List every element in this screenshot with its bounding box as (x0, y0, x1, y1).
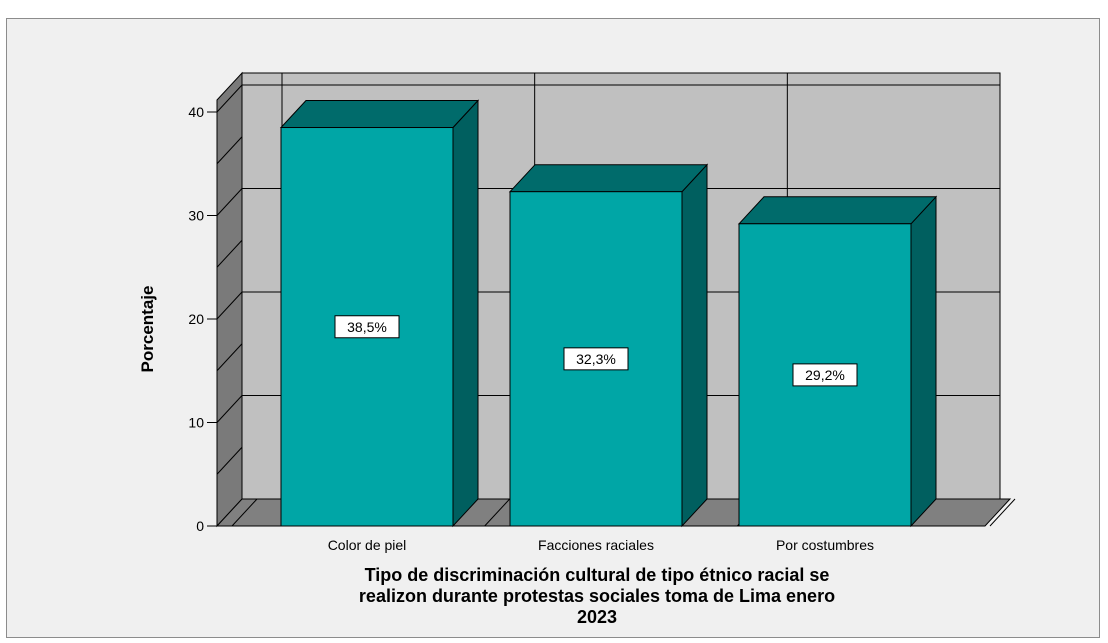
category-label: Color de piel (328, 537, 407, 553)
floor-separator (231, 498, 258, 527)
side-ridge (216, 446, 243, 475)
bar-side (681, 163, 708, 528)
floor-separator (989, 498, 1016, 527)
data-label-box (792, 363, 858, 387)
y-tick-label: 40 (188, 104, 204, 120)
category-label: Por costumbres (776, 537, 874, 553)
side-ridge (216, 239, 243, 268)
y-tick-label: 30 (188, 208, 204, 224)
chart-frame: 0 10 20 30 40 38,5% Color de piel 32,3% Faccion… (6, 18, 1100, 638)
bars (279, 99, 938, 528)
bar-top (508, 164, 709, 193)
labels: 38,5% Color de piel 32,3% Facciones raciale… (328, 315, 874, 553)
gridline-side (216, 188, 243, 216)
category-label: Facciones raciales (538, 537, 654, 553)
floor-separator (484, 498, 511, 527)
side-ridge (216, 343, 243, 372)
gridline-side (216, 395, 243, 423)
bar-side (910, 195, 937, 528)
bar-side (452, 99, 479, 528)
side-ridge (216, 136, 243, 165)
data-label-box (334, 315, 400, 339)
y-tick-label: 10 (188, 415, 204, 431)
x-axis-label-line-3: 2023 (577, 607, 617, 627)
gridline-side (216, 291, 243, 320)
bar-top (737, 196, 938, 225)
bar (737, 195, 938, 528)
bar (279, 99, 480, 528)
y-axis-label: Porcentaje (138, 286, 157, 373)
bar-chart: 0 10 20 30 40 38,5% Color de piel 32,3% Faccion… (138, 71, 1016, 627)
gridline-side (216, 84, 243, 113)
data-label: 38,5% (347, 319, 387, 335)
y-tick-label: 0 (196, 518, 204, 534)
data-label: 29,2% (805, 367, 845, 383)
x-axis-label-line-2: realizon durante protestas sociales toma… (359, 586, 835, 606)
bar-top (279, 100, 480, 129)
y-axis: 0 10 20 30 40 (188, 100, 218, 534)
bar (508, 163, 709, 528)
data-label: 32,3% (576, 351, 616, 367)
x-axis-label-line-1: Tipo de discriminación cultural de tipo … (365, 565, 830, 585)
data-label-box (563, 347, 629, 371)
y-tick-label: 20 (188, 311, 204, 327)
